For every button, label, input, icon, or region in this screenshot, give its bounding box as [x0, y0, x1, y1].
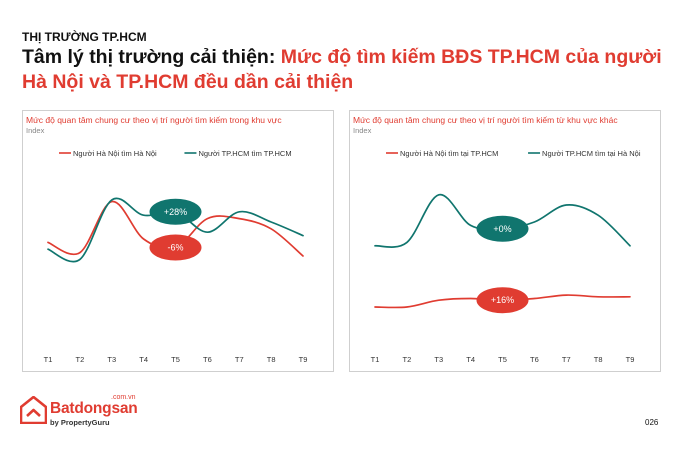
- change-badge-label: +16%: [491, 295, 514, 305]
- legend-label: Người Hà Nội tìm tại TP.HCM: [400, 149, 498, 158]
- brand-name: Batdongsan: [50, 400, 138, 417]
- change-badge: [476, 287, 529, 314]
- change-badge-label: +28%: [164, 207, 187, 217]
- chart-ylabel: Index: [26, 126, 45, 135]
- change-badge: [149, 198, 202, 225]
- change-badge: [476, 215, 529, 242]
- x-tick-label: T6: [530, 355, 539, 364]
- brand-domain: .com.vn: [111, 394, 136, 401]
- x-tick-label: T9: [299, 355, 308, 364]
- change-badge-label: +0%: [493, 224, 511, 234]
- x-tick-label: T4: [466, 355, 475, 364]
- legend-label: Người TP.HCM tìm TP.HCM: [198, 149, 291, 158]
- x-tick-label: T7: [235, 355, 244, 364]
- line-chart-cross-region: Người Hà Nội tìm tại TP.HCM Người TP.HCM …: [371, 149, 641, 364]
- x-tick-label: T1: [44, 355, 53, 364]
- chart-panel-local: Mức độ quan tâm chung cư theo vị trí ngư…: [22, 110, 334, 372]
- x-tick-label: T8: [267, 355, 276, 364]
- change-badge: [149, 234, 202, 261]
- chart-title: Mức độ quan tâm chung cư theo vị trí ngư…: [353, 115, 618, 125]
- x-tick-label: T3: [107, 355, 116, 364]
- x-tick-label: T6: [203, 355, 212, 364]
- legend-label: Người TP.HCM tìm tại Hà Nội: [542, 149, 641, 158]
- page-headline: Tâm lý thị trường cải thiện: Mức độ tìm …: [22, 45, 662, 95]
- x-tick-label: T1: [371, 355, 380, 364]
- x-tick-label: T3: [434, 355, 443, 364]
- section-label: THỊ TRƯỜNG TP.HCM: [22, 30, 147, 44]
- x-tick-label: T9: [626, 355, 635, 364]
- chart-ylabel: Index: [353, 126, 372, 135]
- x-tick-label: T2: [75, 355, 84, 364]
- house-logo-icon: [20, 396, 47, 424]
- x-tick-label: T4: [139, 355, 148, 364]
- chart-panel-cross-region: Mức độ quan tâm chung cư theo vị trí ngư…: [349, 110, 661, 372]
- line-chart-local: Người Hà Nội tìm Hà Nội Người TP.HCM tìm …: [44, 149, 308, 364]
- batdongsan-logo: Batdongsan .com.vn by PropertyGuru: [20, 394, 180, 430]
- headline-highlight: Mức độ tìm kiếm BĐS TP.HCM của người Hà …: [22, 46, 662, 93]
- x-tick-label: T2: [402, 355, 411, 364]
- change-badge-label: -6%: [167, 243, 183, 253]
- x-tick-label: T5: [498, 355, 507, 364]
- x-tick-label: T8: [594, 355, 603, 364]
- chart-title: Mức độ quan tâm chung cư theo vị trí ngư…: [26, 115, 282, 125]
- x-tick-label: T5: [171, 355, 180, 364]
- page-number: 026: [645, 418, 659, 427]
- x-tick-label: T7: [562, 355, 571, 364]
- brand-byline: by PropertyGuru: [50, 418, 110, 427]
- legend-label: Người Hà Nội tìm Hà Nội: [73, 149, 157, 158]
- headline-lead: Tâm lý thị trường cải thiện:: [22, 46, 281, 68]
